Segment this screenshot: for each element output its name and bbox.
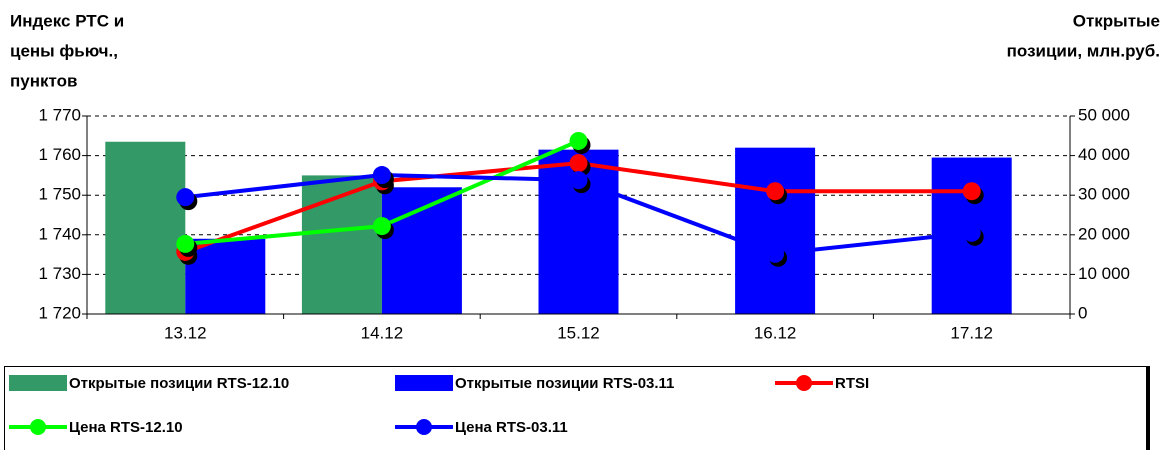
marker <box>176 234 195 253</box>
marker <box>962 223 981 242</box>
y2-tick-label: 20 000 <box>1078 224 1130 243</box>
y2-tick-label: 10 000 <box>1078 264 1130 283</box>
y-axis-title: пунктов <box>10 71 77 90</box>
legend-item: Цена RTS-03.11 <box>395 417 568 437</box>
plot: Индекс РТС и цены фьюч., пунктов Открытые по… <box>10 11 1160 342</box>
bar <box>735 147 816 314</box>
marker <box>372 217 391 236</box>
y2-tick-label: 0 <box>1078 303 1087 322</box>
legend-item: Открытые позиции RTS-03.11 <box>395 373 674 393</box>
y-tick-label: 1 750 <box>38 185 81 204</box>
legend-label: Цена RTS-12.10 <box>69 418 183 436</box>
marker <box>766 182 785 201</box>
y-tick-label: 1 770 <box>38 105 81 124</box>
x-tick-label: 14.12 <box>361 323 404 342</box>
legend-swatch <box>395 419 453 435</box>
legend-swatch <box>9 419 67 435</box>
legend-swatch-rect <box>9 375 67 391</box>
y-axis-title: цены фьюч., <box>10 41 118 60</box>
legend: Открытые позиции RTS-12.10 Открытые позиц… <box>4 366 1150 450</box>
legend-item: Цена RTS-12.10 <box>9 417 183 437</box>
legend-label: RTSI <box>835 374 870 392</box>
legend-swatch-rect <box>395 375 453 391</box>
marker <box>766 244 785 263</box>
bar <box>105 141 186 314</box>
bar <box>301 175 382 314</box>
marker <box>176 188 195 207</box>
legend-swatch <box>775 375 833 391</box>
marker <box>569 171 588 190</box>
x-tick-label: 15.12 <box>557 323 600 342</box>
y-tick-label: 1 740 <box>38 224 81 243</box>
marker <box>569 154 588 173</box>
marker <box>962 182 981 201</box>
legend-swatch-marker <box>416 419 432 435</box>
x-tick-label: 16.12 <box>754 323 797 342</box>
legend-label: Цена RTS-03.11 <box>455 418 568 436</box>
y-tick-label: 1 730 <box>38 264 81 283</box>
legend-swatch <box>9 375 67 391</box>
legend-swatch-marker <box>30 419 46 435</box>
y-tick-label: 1 760 <box>38 145 81 164</box>
legend-label: Открытые позиции RTS-12.10 <box>69 374 290 392</box>
legend-label: Открытые позиции RTS-03.11 <box>455 374 675 392</box>
y2-tick-label: 40 000 <box>1078 145 1130 164</box>
marker <box>372 166 391 185</box>
y2-tick-label: 50 000 <box>1078 105 1130 124</box>
x-tick-label: 13.12 <box>164 323 207 342</box>
y-axis-title: Индекс РТС и <box>10 11 124 30</box>
x-tick-label: 17.12 <box>950 323 993 342</box>
y2-tick-label: 30 000 <box>1078 185 1130 204</box>
marker <box>569 131 588 150</box>
bar <box>381 187 462 314</box>
legend-swatch-marker <box>796 375 812 391</box>
y2-axis-title: Открытые <box>1073 11 1160 30</box>
legend-item: RTSI <box>775 373 869 393</box>
y-tick-label: 1 720 <box>38 303 81 322</box>
legend-swatch <box>395 375 453 391</box>
y2-axis-title: позиции, млн.руб. <box>1007 41 1160 60</box>
legend-item: Открытые позиции RTS-12.10 <box>9 373 289 393</box>
bar <box>185 238 266 314</box>
